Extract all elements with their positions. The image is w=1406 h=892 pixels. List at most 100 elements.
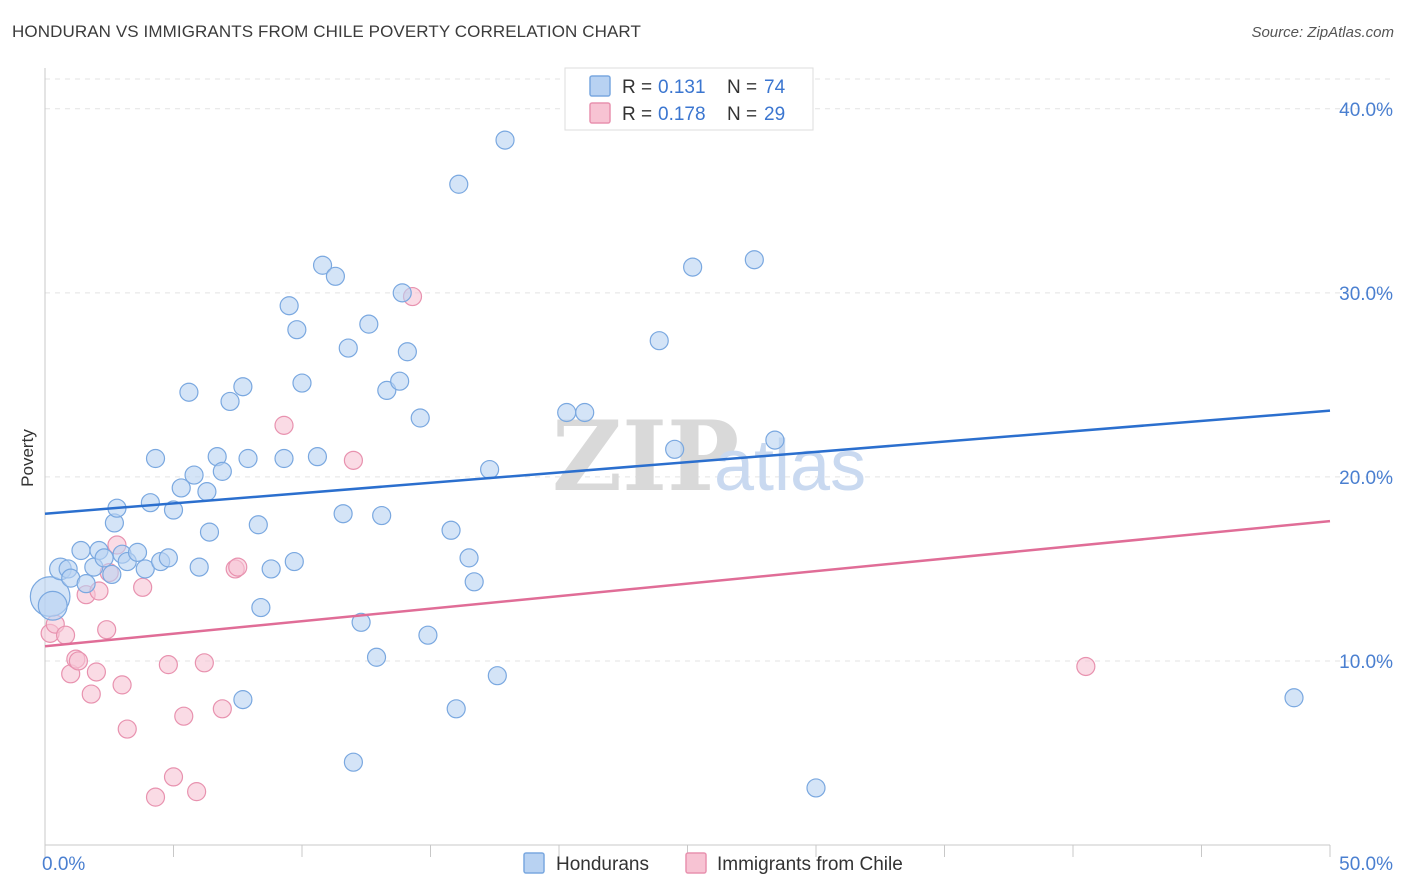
point-honduran xyxy=(683,257,703,277)
point-honduran xyxy=(184,465,204,485)
point-honduran xyxy=(238,448,258,469)
legend-n-value-2: 29 xyxy=(764,104,785,125)
point-honduran xyxy=(665,439,685,459)
point-chile xyxy=(133,577,153,597)
point-honduran xyxy=(274,448,294,469)
point-honduran xyxy=(649,331,669,351)
bottom-legend-swatch-hondurans xyxy=(523,852,545,874)
point-honduran xyxy=(446,699,466,719)
point-honduran xyxy=(343,752,363,772)
point-honduran xyxy=(392,283,412,303)
point-honduran xyxy=(397,342,417,362)
point-honduran xyxy=(140,493,160,513)
point-honduran xyxy=(575,402,595,423)
point-honduran xyxy=(248,515,268,535)
y-tick-label: 40.0% xyxy=(1339,100,1393,121)
x-tick-labels: 0.0% 50.0% xyxy=(42,854,1393,875)
legend-r-value-1: 0.131 xyxy=(658,77,706,98)
point-honduran xyxy=(135,559,155,579)
point-chile xyxy=(112,675,132,695)
point-honduran xyxy=(71,540,91,561)
point-chile xyxy=(1076,656,1096,677)
legend-n-label-1: N = xyxy=(727,77,757,98)
point-honduran xyxy=(325,266,346,286)
chart-source: Source: ZipAtlas.com xyxy=(1251,24,1394,41)
point-honduran xyxy=(171,478,191,498)
legend-r-label-2: R = xyxy=(622,104,652,125)
y-tick-label: 30.0% xyxy=(1339,284,1393,305)
data-points xyxy=(29,130,1304,807)
y-axis-label: Poverty xyxy=(18,429,37,487)
point-honduran xyxy=(410,408,430,428)
point-chile xyxy=(158,655,178,675)
point-honduran xyxy=(359,314,379,334)
point-honduran xyxy=(1284,688,1304,708)
grid-lines xyxy=(45,78,1392,662)
point-honduran xyxy=(76,574,96,594)
point-honduran xyxy=(189,557,209,577)
point-honduran xyxy=(464,572,484,592)
point-honduran xyxy=(459,548,479,568)
bottom-legend-label-hondurans: Hondurans xyxy=(556,854,649,875)
y-tick-labels: 10.0% 20.0% 30.0% 40.0% xyxy=(1339,100,1393,673)
point-chile xyxy=(228,557,248,577)
point-chile xyxy=(194,653,214,673)
point-honduran xyxy=(220,391,240,412)
bottom-legend-label-chile: Immigrants from Chile xyxy=(717,854,903,875)
point-chile xyxy=(187,782,207,802)
legend-swatch-chile xyxy=(589,102,611,124)
watermark-atlas: atlas xyxy=(714,426,866,506)
point-honduran xyxy=(495,130,515,150)
point-honduran xyxy=(765,430,785,450)
point-honduran xyxy=(179,382,199,402)
point-chile xyxy=(163,767,184,787)
point-honduran xyxy=(449,174,469,194)
point-honduran xyxy=(333,504,353,524)
trend-line-honduran xyxy=(44,409,1331,515)
point-honduran xyxy=(480,459,500,480)
point-honduran xyxy=(292,373,312,393)
point-honduran xyxy=(279,296,299,316)
point-honduran xyxy=(212,461,232,481)
point-honduran xyxy=(233,690,253,710)
point-honduran xyxy=(441,520,461,540)
bottom-legend: Hondurans Immigrants from Chile xyxy=(523,852,903,875)
point-chile xyxy=(55,625,76,645)
axes xyxy=(44,68,1331,857)
point-honduran xyxy=(366,647,387,667)
legend-r-label-1: R = xyxy=(622,77,652,98)
point-honduran xyxy=(418,625,438,645)
point-honduran xyxy=(284,551,304,572)
point-chile xyxy=(145,787,166,807)
legend-n-value-1: 74 xyxy=(764,77,786,98)
legend-r-value-2: 0.178 xyxy=(658,104,706,125)
point-chile xyxy=(274,415,294,435)
point-honduran xyxy=(37,590,68,621)
point-chile xyxy=(97,620,117,640)
point-honduran xyxy=(94,548,114,568)
x-tick-label: 0.0% xyxy=(42,854,85,875)
y-tick-label: 10.0% xyxy=(1339,652,1393,673)
point-honduran xyxy=(102,564,122,585)
point-chile xyxy=(117,719,137,739)
point-honduran xyxy=(312,255,333,275)
point-chile xyxy=(343,450,363,470)
point-honduran xyxy=(487,666,507,686)
point-honduran xyxy=(372,505,392,526)
point-honduran xyxy=(145,448,166,469)
point-honduran xyxy=(806,778,826,798)
point-chile xyxy=(86,662,107,682)
point-honduran xyxy=(351,612,371,632)
bottom-legend-swatch-chile xyxy=(685,852,707,874)
point-honduran xyxy=(338,338,358,358)
point-chile xyxy=(68,651,89,671)
point-honduran xyxy=(158,548,178,568)
legend-n-label-2: N = xyxy=(727,104,757,125)
legend-swatch-hondurans xyxy=(589,75,611,97)
trend-line-chile xyxy=(44,519,1331,648)
point-honduran xyxy=(557,402,577,423)
point-chile xyxy=(212,699,232,719)
x-tick-label: 50.0% xyxy=(1339,854,1393,875)
chart-title: HONDURAN VS IMMIGRANTS FROM CHILE POVERT… xyxy=(12,22,641,41)
